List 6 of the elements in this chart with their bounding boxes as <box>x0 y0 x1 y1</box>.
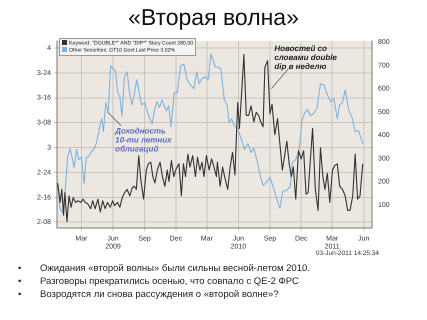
text: • Ожидания «второй волны» были сильны весной-летом 2010. <box>18 263 310 274</box>
chart-title: «Вторая волна» <box>127 4 300 31</box>
text: • Возродятся ли снова рассуждения о «второй волне»? <box>18 289 279 300</box>
text: • Разговоры прекратились осенью, что совпало с QE-2 ФРС <box>18 276 299 287</box>
annotation: Доходность 10-ти летних облигаций <box>114 126 172 154</box>
annotation: Новостей со словами double dip в неделю <box>274 44 338 71</box>
